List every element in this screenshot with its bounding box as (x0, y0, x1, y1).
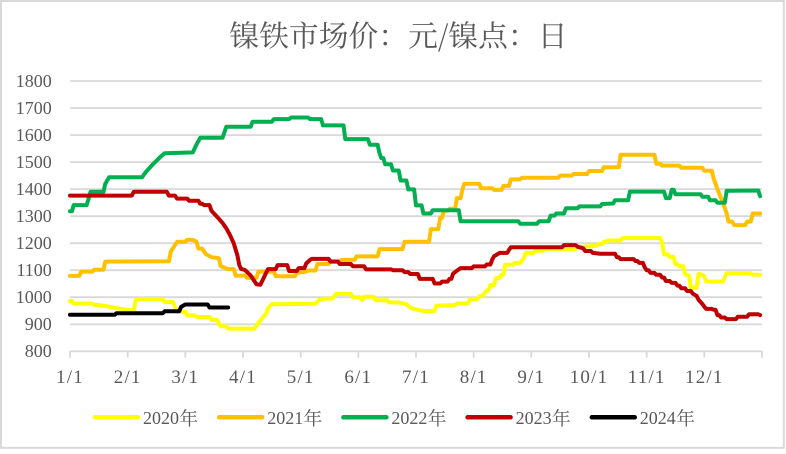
svg-text:11/1: 11/1 (628, 367, 666, 388)
svg-text:9/1: 9/1 (517, 367, 545, 388)
svg-text:1500: 1500 (16, 152, 52, 172)
svg-text:10/1: 10/1 (570, 367, 609, 388)
svg-text:2023: 2023 (516, 408, 552, 428)
svg-text:2024: 2024 (640, 408, 676, 428)
svg-text:2021: 2021 (267, 408, 303, 428)
svg-text:3/1: 3/1 (171, 367, 199, 388)
svg-text:5/1: 5/1 (287, 367, 315, 388)
svg-text:1400: 1400 (16, 179, 52, 199)
svg-text:12/1: 12/1 (685, 367, 724, 388)
svg-text:7/1: 7/1 (402, 367, 430, 388)
svg-text:6/1: 6/1 (344, 367, 372, 388)
svg-text:2022: 2022 (391, 408, 427, 428)
svg-text:1000: 1000 (16, 287, 52, 307)
svg-text:900: 900 (25, 314, 52, 334)
svg-text:800: 800 (25, 341, 52, 361)
svg-text:1700: 1700 (16, 98, 52, 118)
svg-text:1100: 1100 (16, 260, 51, 280)
svg-text:1/1: 1/1 (56, 367, 84, 388)
svg-text:2/1: 2/1 (114, 367, 142, 388)
svg-text:4/1: 4/1 (229, 367, 257, 388)
svg-text:1300: 1300 (16, 206, 52, 226)
svg-text:1600: 1600 (16, 125, 52, 145)
svg-text:8/1: 8/1 (460, 367, 488, 388)
svg-text:1800: 1800 (16, 71, 52, 91)
svg-text:1200: 1200 (16, 233, 52, 253)
svg-text:2020: 2020 (143, 408, 179, 428)
